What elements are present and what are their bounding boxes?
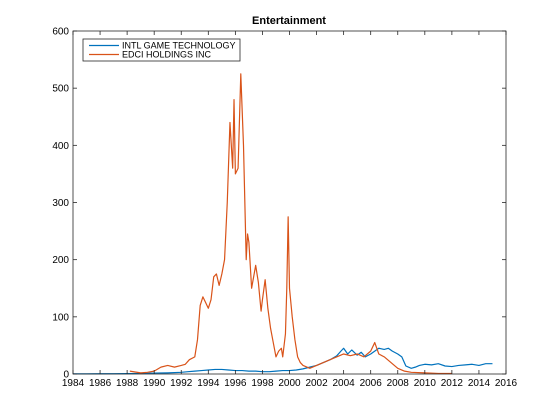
y-tick-label: 200 [52,255,69,266]
x-tick-label: 1990 [143,378,166,389]
y-tick-label: 0 [63,370,69,381]
series-layer [73,73,493,375]
legend-label-edci-holdings: EDCI HOLDINGS INC [122,50,212,60]
y-tick-label: 500 [52,84,69,95]
y-axis: 0 100 200 300 400 500 600 [52,27,506,381]
x-tick-label: 2004 [333,378,356,389]
series-line-edci-holdings-inc [129,73,452,375]
y-tick-label: 300 [52,198,69,209]
x-axis: 1984 1986 1988 1990 1992 1994 1996 1998 2000 2002… [62,31,518,389]
x-tick-label: 1996 [224,378,247,389]
x-tick-label: 2002 [305,378,328,389]
x-tick-label: 1986 [89,378,112,389]
x-tick-label: 1992 [170,378,193,389]
legend: INTL GAME TECHNOLOGY EDCI HOLDINGS INC [82,38,241,62]
x-tick-label: 1994 [197,378,220,389]
legend-label-intl-game-technology: INTL GAME TECHNOLOGY [122,41,236,51]
plot-background [73,31,506,374]
x-tick-label: 1998 [251,378,274,389]
x-tick-label: 1984 [62,378,85,389]
x-tick-label: 2014 [468,378,491,389]
chart-title: Entertainment [252,15,326,27]
x-tick-label: 2010 [414,378,437,389]
y-tick-label: 400 [52,141,69,152]
y-tick-label: 600 [52,27,69,38]
y-tick-label: 100 [52,312,69,323]
legend-box [82,38,241,62]
x-tick-label: 2012 [441,378,464,389]
x-tick-label: 2000 [278,378,301,389]
x-tick-label: 2016 [495,378,518,389]
x-tick-label: 2006 [360,378,383,389]
x-tick-label: 1988 [116,378,139,389]
x-tick-label: 2008 [387,378,410,389]
